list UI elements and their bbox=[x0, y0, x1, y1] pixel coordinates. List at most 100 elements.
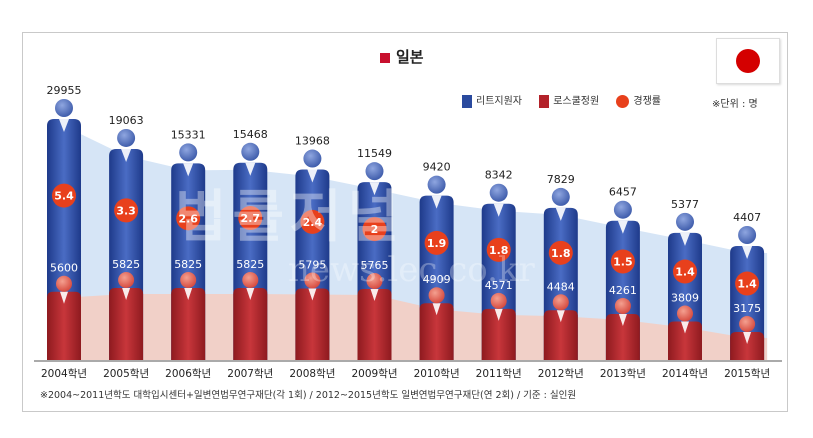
x-tick-label: 2014학년 bbox=[662, 368, 708, 380]
legend-applicants: 리트지원자 bbox=[462, 92, 522, 108]
ratio-value: 1.8 bbox=[489, 244, 509, 257]
applicant-value: 5377 bbox=[671, 198, 699, 211]
x-tick-label: 2004학년 bbox=[41, 368, 87, 380]
watermark-url: news.lec.co.kr bbox=[288, 250, 535, 290]
applicant-value: 8342 bbox=[485, 169, 513, 182]
capacity-value: 5765 bbox=[361, 259, 389, 272]
capacity-collar bbox=[246, 288, 255, 300]
capacity-head bbox=[614, 297, 631, 314]
ratio-value: 2.4 bbox=[303, 216, 323, 229]
capacity-collar bbox=[370, 288, 379, 301]
chart-title-block: 일본 bbox=[380, 46, 424, 67]
applicant-value: 15331 bbox=[171, 128, 206, 141]
ratio-value: 1.5 bbox=[613, 256, 633, 269]
bar-group: 15468 5825 2.7 bbox=[233, 128, 268, 360]
capacity-bar bbox=[109, 288, 144, 360]
footnote: ※2004~2011년학도 대학입시센터+일변연법무연구재단(각 1회) / 2… bbox=[40, 390, 577, 401]
ratio-value: 2 bbox=[371, 223, 379, 236]
applicant-value: 4407 bbox=[733, 211, 761, 224]
applicant-head bbox=[55, 99, 73, 117]
capacity-bar bbox=[357, 288, 392, 360]
bar-group: 15331 5825 2.6 bbox=[171, 128, 206, 360]
ratio-circle bbox=[176, 206, 201, 231]
ratio-circle bbox=[486, 237, 511, 262]
bar-group: 13968 5795 2.4 bbox=[295, 135, 330, 360]
capacity-value: 4909 bbox=[423, 273, 451, 286]
bar-group: 19063 5825 3.3 bbox=[109, 114, 144, 360]
ratio-value: 5.4 bbox=[54, 190, 74, 203]
x-tick-label: 2008학년 bbox=[289, 368, 335, 380]
ratio-value: 2.7 bbox=[241, 212, 261, 225]
capacity-value: 5825 bbox=[174, 258, 202, 271]
capacity-collar bbox=[60, 291, 68, 304]
capacity-bar bbox=[47, 291, 81, 360]
ratio-circle bbox=[673, 259, 697, 284]
capacity-value: 5795 bbox=[298, 258, 326, 271]
capacity-head bbox=[304, 272, 321, 289]
capacity-collar bbox=[122, 288, 131, 300]
bar-group: 8342 4571 1.8 bbox=[481, 169, 516, 360]
bar-group: 11549 5765 2 bbox=[357, 147, 392, 360]
x-axis-labels: 2004학년 2005학년 2006학년 2007학년 2008학년 2009학년 2010… bbox=[41, 368, 770, 380]
applicant-head bbox=[179, 143, 198, 162]
applicant-collar bbox=[307, 169, 318, 183]
ratio-circle bbox=[52, 183, 76, 208]
flag-sun bbox=[736, 49, 760, 73]
chart-title: 일본 bbox=[396, 48, 424, 66]
capacity-value: 5600 bbox=[50, 262, 78, 275]
capacity-head bbox=[366, 272, 383, 289]
x-tick-label: 2005학년 bbox=[103, 368, 149, 380]
applicant-value: 9420 bbox=[423, 161, 451, 174]
capacity-collar bbox=[308, 288, 317, 301]
capacity-value: 5825 bbox=[236, 258, 264, 271]
x-tick-label: 2015학년 bbox=[724, 368, 770, 380]
capacity-value: 3175 bbox=[733, 302, 761, 315]
applicant-collar bbox=[742, 246, 753, 259]
applicant-head bbox=[676, 212, 694, 231]
unit-label: ※단위 : 명 bbox=[712, 99, 758, 110]
applicant-value: 29955 bbox=[47, 84, 82, 97]
x-tick-label: 2011학년 bbox=[476, 368, 522, 380]
person-blue-icon bbox=[462, 94, 472, 108]
capacity-head bbox=[677, 305, 693, 322]
capacity-head bbox=[56, 275, 72, 292]
applicant-head bbox=[427, 175, 446, 194]
bar-group: 29955 5600 5.4 bbox=[47, 84, 82, 360]
ratio-value: 3.3 bbox=[116, 204, 136, 217]
capacity-head bbox=[242, 272, 259, 288]
applicant-collar bbox=[245, 162, 256, 176]
ratio-value: 1.8 bbox=[551, 247, 571, 260]
capacity-head bbox=[180, 272, 197, 288]
applicant-head bbox=[551, 187, 570, 206]
ratio-value: 1.9 bbox=[427, 237, 447, 250]
capacity-collar bbox=[618, 313, 627, 326]
ratio-circle bbox=[114, 198, 139, 223]
capacity-collar bbox=[184, 288, 193, 300]
title-square-icon bbox=[380, 52, 390, 63]
applicant-collar bbox=[183, 163, 194, 177]
legend: 리트지원자 로스쿨정원 경쟁률 bbox=[462, 92, 675, 108]
applicant-head bbox=[241, 142, 260, 161]
ratio-circle bbox=[424, 230, 449, 255]
capacity-value: 4484 bbox=[547, 280, 575, 293]
watermark-text: 법률저널 bbox=[175, 185, 406, 250]
capacity-value: 3809 bbox=[671, 291, 699, 304]
capacity-bar bbox=[605, 313, 640, 360]
ratio-circle bbox=[610, 249, 635, 274]
applicant-collar bbox=[617, 220, 628, 234]
legend-ratio: 경쟁률 bbox=[616, 92, 661, 108]
x-tick-label: 2013학년 bbox=[600, 368, 646, 380]
applicant-collar bbox=[431, 195, 442, 209]
bars-group: 29955 5600 5.4 19063 5825 3.3 15331 5825 2.6 1546… bbox=[47, 84, 765, 360]
applicant-collar bbox=[493, 203, 504, 217]
applicant-head bbox=[117, 128, 136, 147]
capacity-collar bbox=[494, 308, 503, 321]
applicant-collar bbox=[59, 119, 69, 132]
capacity-value: 4261 bbox=[609, 284, 637, 297]
bar-group: 9420 4909 1.9 bbox=[419, 161, 454, 360]
applicant-collar bbox=[121, 148, 132, 162]
capacity-head bbox=[739, 316, 756, 332]
applicant-value: 6457 bbox=[609, 186, 637, 199]
capacity-head bbox=[428, 287, 445, 304]
